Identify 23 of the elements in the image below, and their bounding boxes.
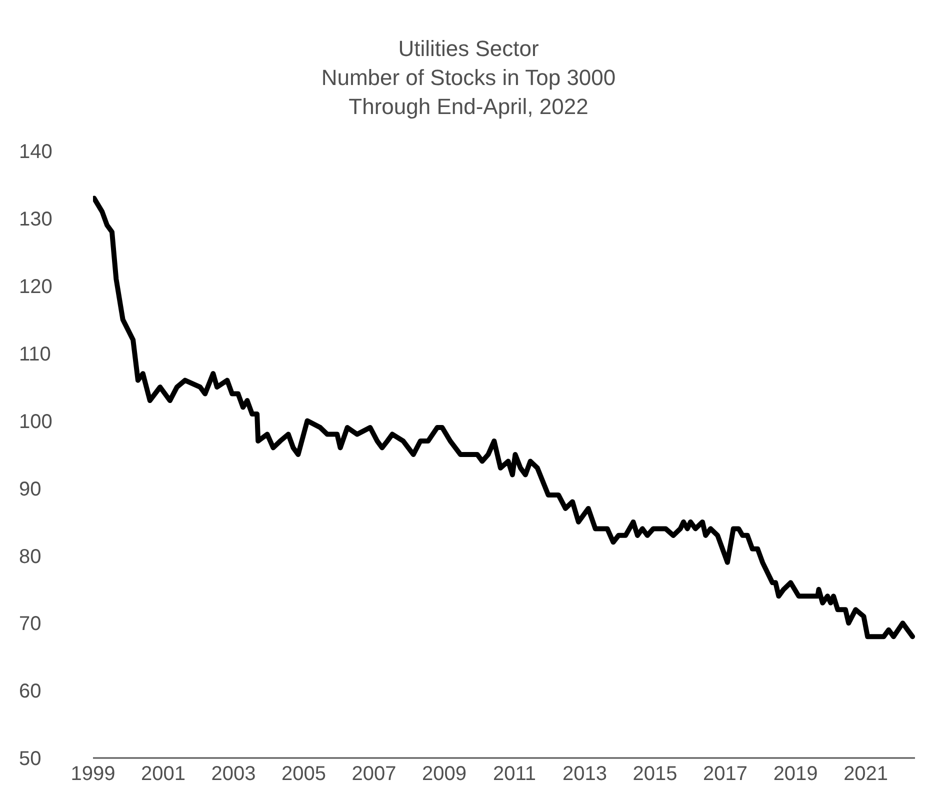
y-tick-label: 130 (19, 208, 52, 231)
x-tick-label: 2003 (211, 763, 256, 786)
x-tick-label: 2005 (282, 763, 326, 786)
x-tick-label: 2007 (352, 763, 396, 786)
x-tick-label: 2017 (703, 763, 748, 786)
y-tick-label: 50 (19, 748, 42, 770)
chart-title: Utilities Sector Number of Stocks in Top 3000 Through End-April, 2022 (320, 35, 617, 121)
y-tick-label: 120 (19, 276, 52, 298)
x-tick-label: 2009 (422, 763, 467, 786)
y-tick-label: 90 (19, 478, 42, 500)
y-tick-label: 100 (19, 410, 52, 433)
x-tick-label: 1999 (70, 763, 116, 786)
y-tick-label: 80 (19, 546, 42, 568)
y-tick-label: 60 (19, 680, 42, 703)
x-tick-label: 2011 (493, 763, 536, 786)
y-tick-label: 140 (19, 141, 52, 164)
y-tick-label: 110 (19, 343, 51, 366)
x-tick-label: 2015 (632, 763, 678, 786)
x-tick-label: 2001 (141, 763, 186, 786)
x-tick-label: 2013 (562, 763, 608, 786)
x-tick-label: 2021 (844, 763, 888, 786)
y-tick-label: 70 (19, 613, 42, 636)
x-tick-label: 2019 (773, 763, 818, 786)
